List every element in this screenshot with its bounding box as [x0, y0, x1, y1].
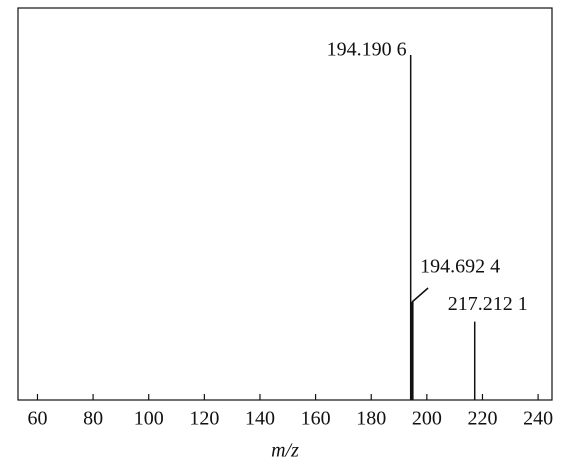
x-tick-label: 120 — [189, 408, 219, 430]
x-tick-label: 80 — [83, 408, 103, 430]
x-tick-label: 240 — [523, 408, 553, 430]
x-tick-label: 100 — [134, 408, 164, 430]
plot-frame — [17, 7, 553, 401]
x-tick-label: 180 — [356, 408, 386, 430]
x-tick-label: 200 — [412, 408, 442, 430]
x-tick-label: 140 — [245, 408, 275, 430]
x-tick-label: 60 — [27, 408, 47, 430]
peak-label: 217.212 1 — [448, 293, 528, 315]
x-tick-label: 160 — [301, 408, 331, 430]
x-tick-label: 220 — [467, 408, 497, 430]
leader-line — [411, 287, 429, 303]
peak-label: 194.190 6 — [327, 39, 407, 61]
peak-label: 194.692 4 — [420, 256, 500, 278]
x-axis-label: m/z — [271, 440, 299, 462]
